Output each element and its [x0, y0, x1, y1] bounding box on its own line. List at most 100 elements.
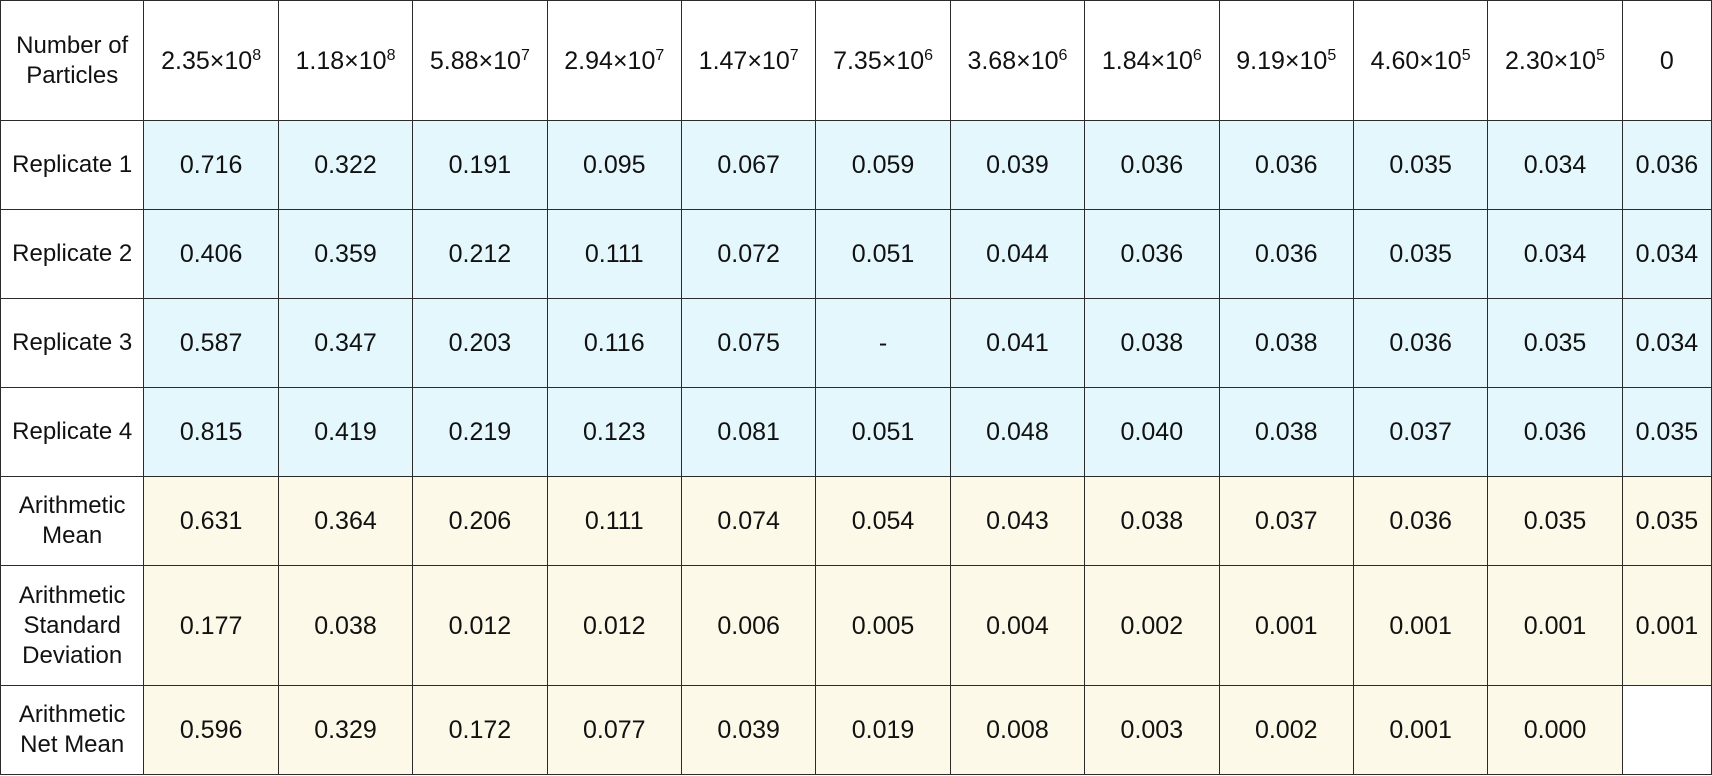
column-header: 4.60×105 — [1352, 0, 1489, 121]
table-row: Arithmetic Mean 0.631 0.364 0.206 0.111 0.074… — [0, 476, 1712, 566]
table-cell: 0.322 — [277, 120, 414, 210]
table-cell: 0.038 — [1084, 476, 1220, 566]
table-cell: 0.072 — [680, 209, 817, 299]
table-cell: 0.034 — [1621, 209, 1712, 299]
table-row: Replicate 4 0.815 0.419 0.219 0.123 0.081 0.05… — [0, 387, 1712, 477]
table-cell: 0.002 — [1084, 565, 1220, 686]
table-cell: 0.038 — [1218, 298, 1354, 388]
column-header: 3.68×106 — [949, 0, 1086, 121]
table-cell: 0.041 — [949, 298, 1086, 388]
table-cell: 0.039 — [680, 685, 817, 775]
table-cell: 0.059 — [815, 120, 951, 210]
table-cell: 0.081 — [680, 387, 817, 477]
table-cell: 0.347 — [277, 298, 414, 388]
table-cell: 0.212 — [412, 209, 548, 299]
table-cell: 0.003 — [1084, 685, 1220, 775]
table-row: Replicate 1 0.716 0.322 0.191 0.095 0.067 0.05… — [0, 120, 1712, 210]
row-label: Replicate 1 — [0, 120, 145, 210]
column-header-mantissa: 7.35×10 — [833, 46, 925, 75]
table-cell: 0.034 — [1487, 120, 1623, 210]
column-header: 2.30×105 — [1487, 0, 1623, 121]
table-cell: 0.038 — [1218, 387, 1354, 477]
column-header: 1.47×107 — [680, 0, 817, 121]
table-cell: 0.036 — [1487, 387, 1623, 477]
column-header-exponent: 7 — [789, 46, 799, 64]
column-header: 7.35×106 — [815, 0, 951, 121]
column-header-mantissa: 2.35×10 — [161, 46, 253, 75]
table-cell: 0.040 — [1084, 387, 1220, 477]
column-header-mantissa: 5.88×10 — [429, 46, 521, 75]
table-cell: 0.035 — [1621, 387, 1712, 477]
table-cell: 0.035 — [1352, 120, 1489, 210]
table-cell: 0.123 — [546, 387, 682, 477]
table-cell: 0.034 — [1487, 209, 1623, 299]
row-label: Replicate 3 — [0, 298, 145, 388]
table-cell: 0.006 — [680, 565, 817, 686]
column-header: 9.19×105 — [1218, 0, 1354, 121]
table-row: Arithmetic Standard Deviation 0.177 0.038 0… — [0, 565, 1712, 686]
column-header: 0 — [1621, 0, 1712, 121]
table-cell: 0.005 — [815, 565, 951, 686]
table-cell: 0.037 — [1218, 476, 1354, 566]
table-cell: 0.716 — [143, 120, 279, 210]
table-cell: 0.419 — [277, 387, 414, 477]
table-cell: 0.116 — [546, 298, 682, 388]
table-cell: 0.012 — [412, 565, 548, 686]
column-header: 1.84×106 — [1084, 0, 1220, 121]
table-cell: 0.631 — [143, 476, 279, 566]
table-cell: 0.036 — [1084, 120, 1220, 210]
column-header: 1.18×108 — [277, 0, 414, 121]
row-label: Arithmetic Mean — [0, 476, 145, 566]
table-cell: 0.008 — [949, 685, 1086, 775]
table-row: Replicate 3 0.587 0.347 0.203 0.116 0.075-0.0… — [0, 298, 1712, 388]
table-cell: 0.219 — [412, 387, 548, 477]
column-header-mantissa: 0 — [1659, 46, 1674, 75]
table-cell: 0.815 — [143, 387, 279, 477]
table-cell: 0.067 — [680, 120, 817, 210]
table-cell: 0.203 — [412, 298, 548, 388]
table-cell: 0.095 — [546, 120, 682, 210]
table-cell: 0.001 — [1352, 565, 1489, 686]
table-row: Arithmetic Net Mean 0.596 0.329 0.172 0.077 0… — [0, 685, 1712, 775]
column-header-mantissa: 9.19×10 — [1236, 46, 1328, 75]
column-header-exponent: 7 — [655, 46, 665, 64]
column-header-mantissa: 1.47×10 — [698, 46, 790, 75]
table-cell: 0.051 — [815, 387, 951, 477]
column-header-exponent: 8 — [386, 46, 396, 64]
table-cell: 0.035 — [1487, 476, 1623, 566]
table-cell: 0.036 — [1621, 120, 1712, 210]
table-cell: 0.054 — [815, 476, 951, 566]
column-header: 2.35×108 — [143, 0, 279, 121]
table-cell: 0.177 — [143, 565, 279, 686]
table-cell: 0.004 — [949, 565, 1086, 686]
table-cell: 0.051 — [815, 209, 951, 299]
table-cell: 0.406 — [143, 209, 279, 299]
table-cell: 0.036 — [1218, 120, 1354, 210]
table-cell: 0.111 — [546, 476, 682, 566]
table-cell: 0.035 — [1352, 209, 1489, 299]
column-header-exponent: 5 — [1461, 46, 1471, 64]
column-header: 5.88×107 — [412, 0, 548, 121]
table-cell: 0.587 — [143, 298, 279, 388]
table-cell: 0.048 — [949, 387, 1086, 477]
column-header-mantissa: 1.84×10 — [1101, 46, 1193, 75]
column-header-exponent: 6 — [1192, 46, 1202, 64]
table-cell: 0.001 — [1352, 685, 1489, 775]
table-cell: 0.036 — [1084, 209, 1220, 299]
row-label: Replicate 4 — [0, 387, 145, 477]
table-cell: 0.044 — [949, 209, 1086, 299]
table-cell: - — [815, 298, 951, 388]
table-cell: 0.001 — [1621, 565, 1712, 686]
column-header-exponent: 5 — [1596, 46, 1605, 64]
table-cell: 0.035 — [1487, 298, 1623, 388]
table-cell: 0.043 — [949, 476, 1086, 566]
table-cell: 0.329 — [277, 685, 414, 775]
table-cell: 0.036 — [1218, 209, 1354, 299]
column-header-mantissa: 1.18×10 — [295, 46, 387, 75]
column-header-exponent: 5 — [1327, 46, 1337, 64]
table-cell: 0.364 — [277, 476, 414, 566]
table-cell: 0.077 — [546, 685, 682, 775]
column-header-mantissa: 4.60×10 — [1370, 46, 1462, 75]
table-body: Replicate 1 0.716 0.322 0.191 0.095 0.067 0.05… — [0, 120, 1712, 775]
